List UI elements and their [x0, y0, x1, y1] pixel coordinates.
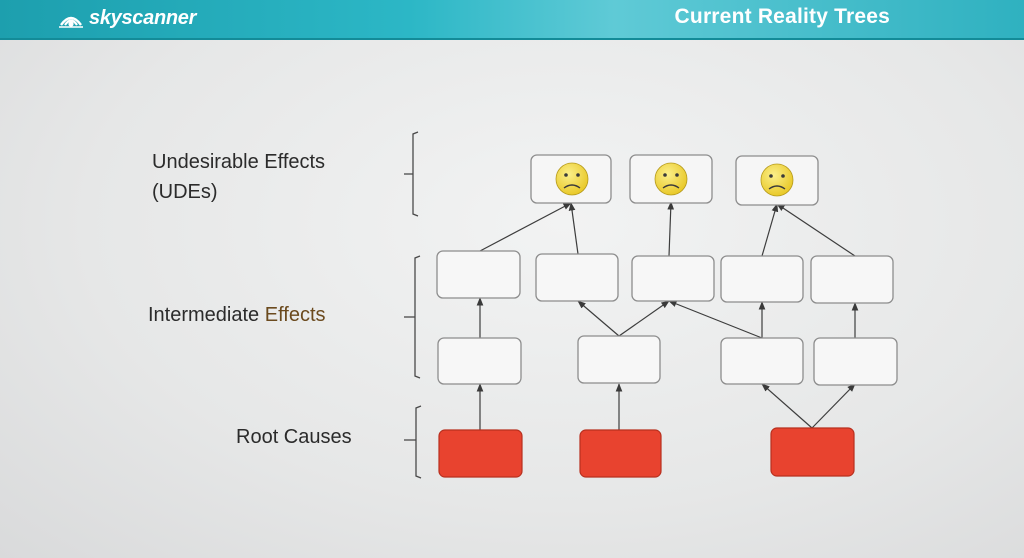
arrow-ie2-ude1	[568, 202, 579, 255]
root-cause-node-2	[579, 429, 662, 478]
ie-node-lower-4	[813, 337, 898, 386]
root-cause-node-3	[770, 427, 855, 477]
arrow-ie6-ie2	[577, 300, 620, 337]
connectors	[476, 201, 859, 430]
arrow-ie5b-ude3	[776, 203, 856, 257]
arrow-ie6-ie3	[618, 300, 670, 337]
ie-node-lower-2	[577, 335, 661, 384]
label-root-causes: Root Causes	[236, 426, 352, 448]
label-ie-plain: Intermediate	[148, 304, 265, 326]
arrow-ie3-ude2	[667, 201, 675, 257]
bracket-intermediate	[404, 255, 421, 379]
ie-node-upper-2	[535, 253, 619, 302]
label-ie-accent: Effects	[264, 304, 326, 326]
bracket-ude	[404, 131, 419, 217]
sad-face-icon	[760, 163, 794, 197]
label-undesirable-effects: Undesirable Effects (UDEs)	[152, 147, 392, 207]
label-ude-line1: Undesirable Effects	[152, 151, 326, 173]
arrow-rc3-ie7	[761, 383, 813, 429]
logo: skyscanner	[58, 6, 196, 30]
cloud-sunrise-icon	[59, 16, 83, 28]
ude-node-1	[530, 154, 612, 204]
ie-node-upper-3	[631, 255, 715, 302]
logo-text: skyscanner	[89, 6, 197, 29]
ude-node-2	[629, 154, 713, 204]
label-intermediate-effects: Intermediate Effects	[148, 300, 326, 330]
arrow-ie1-ude1	[479, 202, 572, 252]
ie-node-lower-1	[437, 337, 522, 385]
root-cause-node-1	[438, 429, 523, 478]
ie-node-lower-3	[720, 337, 804, 385]
slide-title: Current Reality Trees	[674, 5, 890, 28]
ie-node-upper-5	[810, 255, 894, 304]
label-ude-line2: (UDEs)	[152, 181, 218, 203]
sad-face-icon	[654, 162, 688, 196]
arrow-ie4-ude3	[761, 203, 779, 257]
ie-node-upper-1	[436, 250, 521, 299]
ude-node-3	[735, 155, 819, 206]
header-bar: skyscanner Current Reality Trees	[0, 0, 1024, 40]
bracket-root-causes	[404, 405, 422, 479]
arrow-ie7-ie3	[668, 300, 763, 339]
arrow-rc3-ie8	[811, 383, 856, 429]
ie-node-upper-4	[720, 255, 804, 303]
sad-face-icon	[555, 162, 589, 196]
